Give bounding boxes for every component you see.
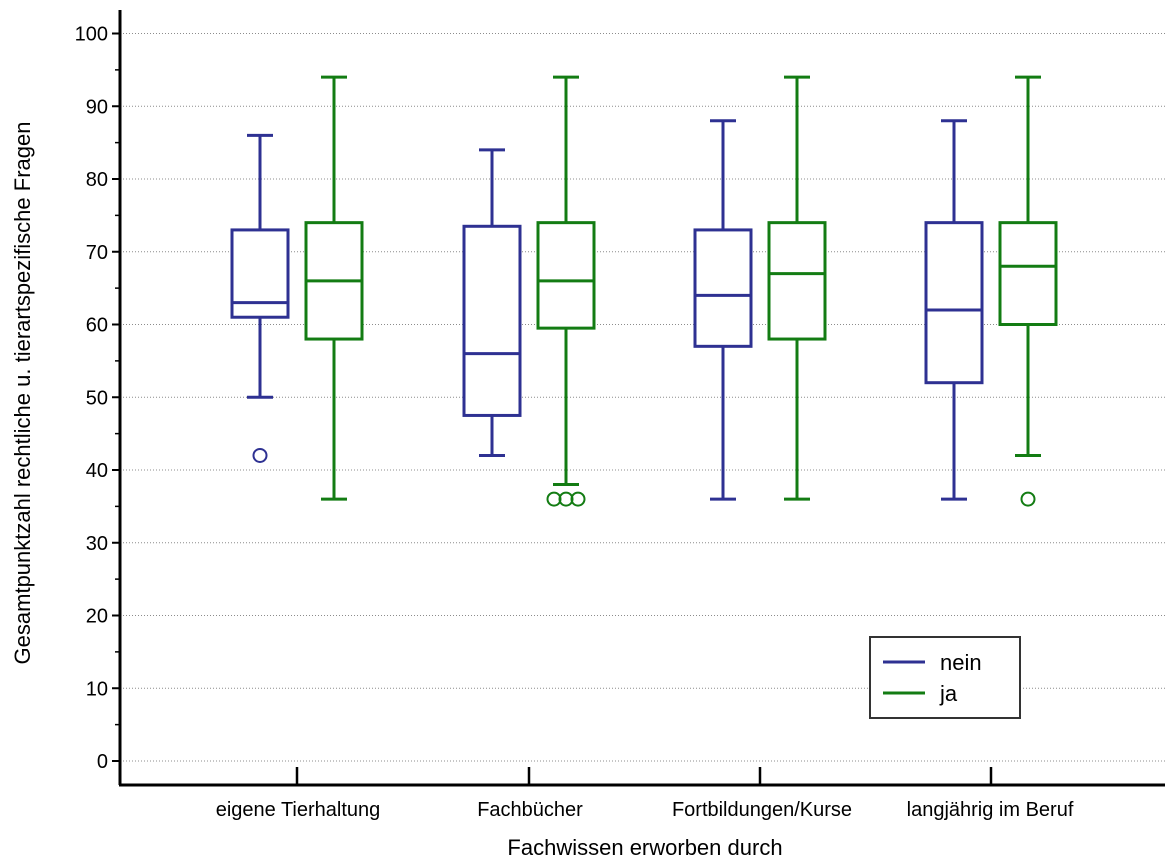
x-tick-label: eigene Tierhaltung [216, 799, 381, 821]
y-tick-label: 100 [75, 24, 108, 46]
box-ja-0 [304, 75, 364, 501]
x-tick-label: langjährig im Beruf [907, 799, 1074, 821]
x-axis-title: Fachwissen erworben durch [507, 835, 782, 860]
box-ja-2 [767, 75, 827, 501]
box-ja-1 [536, 75, 596, 507]
y-tick-label: 10 [86, 678, 108, 700]
outlier-point [252, 447, 268, 463]
iqr-box [924, 221, 984, 385]
iqr-box [998, 221, 1058, 326]
box-nein-1 [462, 148, 522, 457]
legend-label-nein: nein [940, 650, 982, 675]
y-axis-title: Gesamtpunktzahl rechtliche u. tierartspe… [10, 122, 35, 665]
y-tick-label: 30 [86, 533, 108, 555]
legend-label-ja: ja [939, 681, 958, 706]
iqr-box [767, 221, 827, 341]
x-tick-label: Fortbildungen/Kurse [672, 799, 852, 821]
y-tick-label: 0 [97, 751, 108, 773]
box-nein-3 [924, 119, 984, 501]
y-tick-label: 60 [86, 315, 108, 337]
box-ja-3 [998, 75, 1058, 507]
axis-ticks: 0 10 20 30 40 50 60 70 80 90 100 eigene Tierhaltung… [75, 24, 1074, 822]
boxes [230, 75, 1058, 507]
box-nein-2 [693, 119, 753, 501]
y-tick-label: 70 [86, 242, 108, 264]
y-tick-label: 40 [86, 460, 108, 482]
y-tick-label: 50 [86, 387, 108, 409]
legend: nein ja [869, 636, 1021, 719]
x-tick-label: Fachbücher [477, 799, 583, 821]
iqr-box [693, 228, 753, 348]
gridlines [120, 33, 1165, 762]
outlier-point [1020, 491, 1036, 507]
iqr-box [462, 224, 522, 417]
y-tick-label: 20 [86, 606, 108, 628]
y-tick-label: 90 [86, 96, 108, 118]
box-nein-0 [230, 133, 290, 463]
legend-box [869, 636, 1021, 719]
y-tick-label: 80 [86, 169, 108, 191]
outlier-point [570, 491, 586, 507]
iqr-box [536, 221, 596, 330]
